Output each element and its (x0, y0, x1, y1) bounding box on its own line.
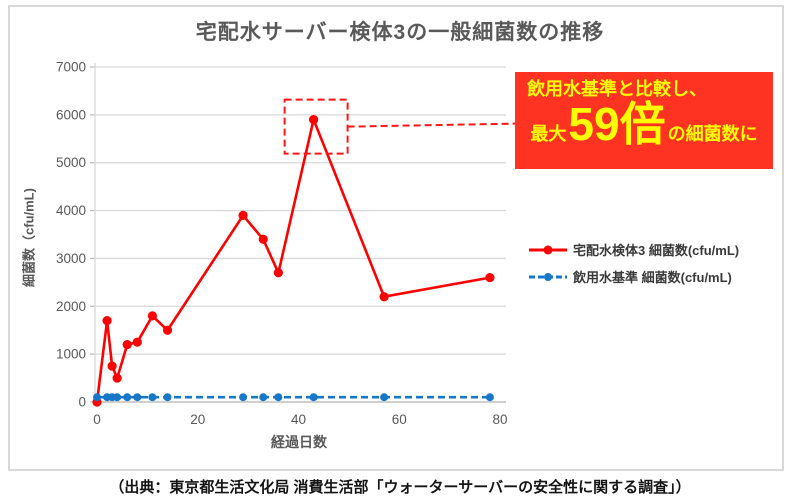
data-point (258, 234, 268, 244)
series-line-0 (95, 115, 491, 403)
data-point (102, 316, 112, 326)
data-point (274, 393, 283, 402)
x-tick-label: 0 (93, 412, 101, 427)
y-tick-label: 2000 (56, 299, 86, 314)
x-axis-title: 経過日数 (271, 434, 327, 450)
data-point (162, 325, 173, 335)
data-point (147, 311, 158, 321)
data-point (379, 292, 389, 302)
data-point (273, 268, 283, 278)
data-point (380, 393, 389, 402)
data-point (122, 339, 132, 350)
annotation-line1: 飲用水基準と比較し、 (527, 79, 707, 99)
data-point (112, 373, 122, 383)
annotation-line2: 最大 59倍 の細菌数に (527, 101, 761, 147)
y-tick-label: 5000 (56, 155, 86, 170)
x-tick-label: 40 (291, 412, 306, 427)
data-point (309, 115, 319, 125)
data-point (485, 393, 494, 402)
data-point (163, 393, 172, 402)
data-point (148, 393, 157, 402)
data-point (93, 393, 101, 402)
data-point (133, 393, 142, 402)
y-tick-label: 1000 (56, 347, 86, 362)
data-point (107, 361, 117, 371)
annotation-banner: 飲用水基準と比較し、 最大 59倍 の細菌数に (515, 72, 773, 169)
x-tick-label: 80 (492, 412, 507, 427)
y-tick-label: 4000 (56, 203, 86, 218)
chart-title: 宅配水サーバー検体3の一般細菌数の推移 (195, 21, 605, 44)
legend-line-dashed-icon (529, 272, 567, 281)
source-citation: （出典：東京都生活文化局 消費生活部「ウォーターサーバーの安全性に関する調査」） (109, 479, 691, 496)
data-point (238, 210, 248, 220)
annotation-max-label: 最大 (530, 123, 567, 144)
legend-line-solid-icon (529, 245, 567, 254)
legend-item-sample3: 宅配水検体3 細菌数(cfu/mL) (528, 236, 792, 263)
legend-label-sample3: 宅配水検体3 細菌数(cfu/mL) (573, 243, 740, 258)
y-tick-label: 0 (78, 395, 86, 410)
annotation-suffix: の細菌数に (667, 123, 758, 144)
legend-label-standard: 飲用水基準 細菌数(cfu/mL) (573, 270, 732, 285)
y-tick-label: 3000 (56, 251, 86, 266)
data-point (113, 393, 122, 402)
data-point (132, 337, 142, 347)
chart-legend: 宅配水検体3 細菌数(cfu/mL) 飲用水基準 細菌数(cfu/mL) (528, 236, 792, 290)
data-point (309, 393, 318, 402)
annotation-multiplier: 59倍 (568, 97, 666, 150)
data-point (239, 393, 248, 402)
data-point (259, 393, 268, 402)
x-tick-label: 20 (190, 412, 205, 427)
x-tick-label: 60 (392, 412, 407, 427)
data-point (123, 393, 132, 402)
legend-item-standard: 飲用水基準 細菌数(cfu/mL) (528, 263, 792, 290)
callout-connector-line (347, 122, 516, 128)
y-axis-title: 細菌数（cfu/mL) (21, 188, 37, 287)
data-point (485, 272, 495, 283)
y-tick-label: 7000 (56, 60, 86, 75)
y-tick-label: 6000 (56, 107, 86, 122)
